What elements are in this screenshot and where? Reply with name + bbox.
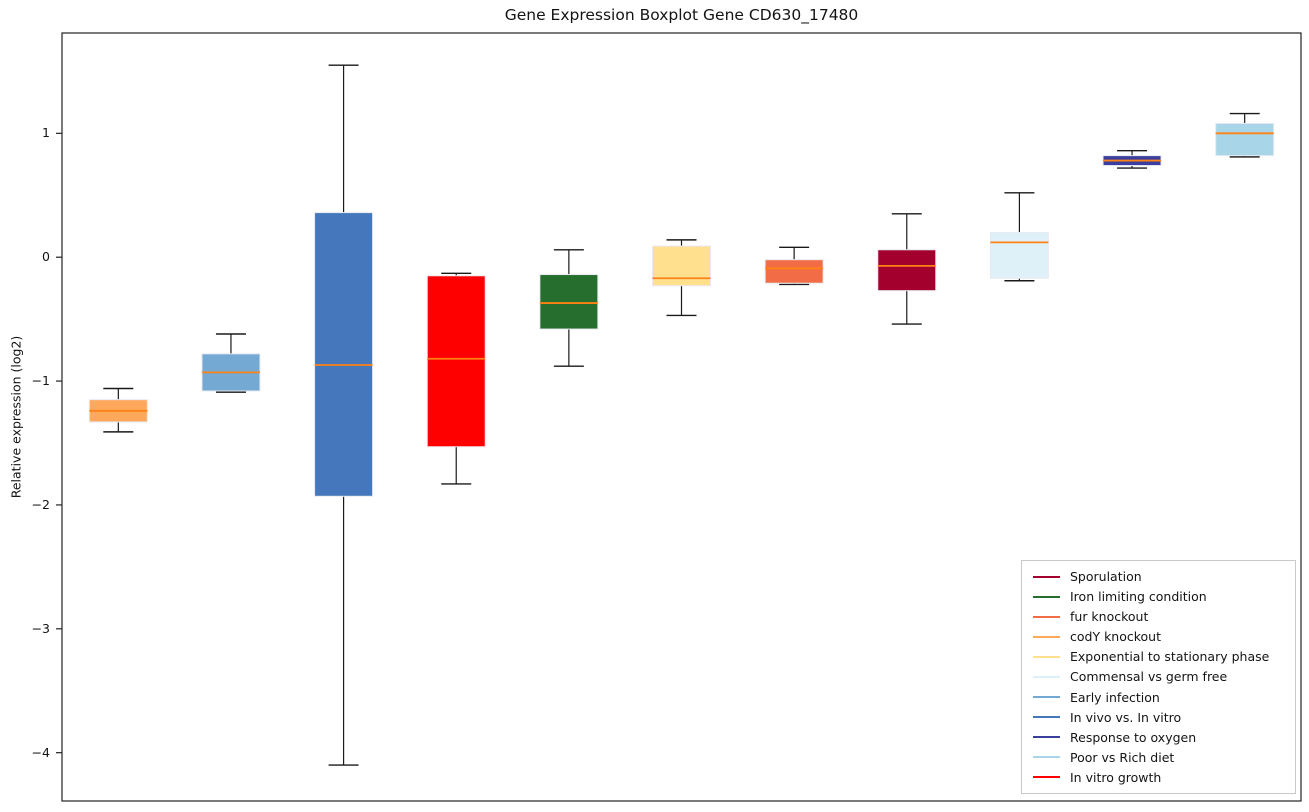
legend-label: Exponential to stationary phase [1070, 649, 1270, 665]
legend-label: Sporulation [1070, 569, 1142, 585]
box-fur-knockout [764, 259, 824, 284]
y-axis-label: Relative expression (log2) [8, 335, 24, 499]
legend-swatch [1033, 635, 1060, 638]
legend-swatch [1033, 776, 1060, 779]
box-exponential-to-stationary-phase [652, 245, 711, 287]
legend-item: In vivo vs. In vitro [1030, 710, 1287, 725]
legend-label: Commensal vs germ free [1070, 669, 1228, 685]
y-tick-label: −3 [31, 620, 50, 636]
y-tick-label: −4 [31, 744, 50, 760]
legend-swatch [1033, 756, 1060, 759]
legend-swatch [1033, 716, 1060, 719]
legend-label: In vitro growth [1070, 769, 1162, 785]
box-sporulation [877, 249, 937, 292]
y-tick-label: −1 [31, 373, 50, 389]
legend-swatch [1033, 675, 1060, 678]
legend-label: Poor vs Rich diet [1070, 749, 1175, 765]
legend-swatch [1033, 615, 1060, 618]
legend-label: fur knockout [1070, 609, 1149, 625]
y-tick-label: −2 [31, 496, 50, 512]
box-commensal-vs-germ-free [989, 231, 1049, 279]
legend-item: Poor vs Rich diet [1030, 750, 1287, 765]
legend-item: In vitro growth [1030, 770, 1287, 785]
legend-label: codY knockout [1070, 629, 1162, 645]
legend-label: Early infection [1070, 689, 1160, 705]
legend-item: Commensal vs germ free [1030, 669, 1287, 684]
box-in-vitro-growth [426, 275, 486, 448]
chart-title: Gene Expression Boxplot Gene CD630_17480 [504, 6, 859, 24]
axes-frame [61, 32, 1302, 802]
y-tick-label: 1 [42, 125, 50, 141]
legend-item: Response to oxygen [1030, 730, 1287, 745]
legend-item: codY knockout [1030, 629, 1287, 644]
legend-item: Early infection [1030, 690, 1287, 705]
legend-swatch [1033, 736, 1060, 739]
legend-swatch [1033, 655, 1060, 658]
box-poor-vs-rich-diet [1215, 122, 1275, 157]
legend-label: Response to oxygen [1070, 729, 1197, 745]
box-iron-limiting-condition [539, 274, 599, 330]
legend-item: Sporulation [1030, 569, 1287, 584]
legend-swatch [1033, 575, 1060, 578]
legend-item: Exponential to stationary phase [1030, 649, 1287, 664]
legend-label: Iron limiting condition [1070, 589, 1207, 605]
legend-item: fur knockout [1030, 609, 1287, 624]
legend: Sporulation Iron limiting condition fur kn… [1021, 560, 1296, 794]
legend-swatch [1033, 696, 1060, 699]
y-tick-label: 0 [42, 249, 50, 265]
box-in-vivo-vs-in-vitro [314, 212, 374, 497]
legend-label: In vivo vs. In vitro [1070, 709, 1182, 725]
legend-swatch [1033, 595, 1060, 598]
legend-item: Iron limiting condition [1030, 589, 1287, 604]
